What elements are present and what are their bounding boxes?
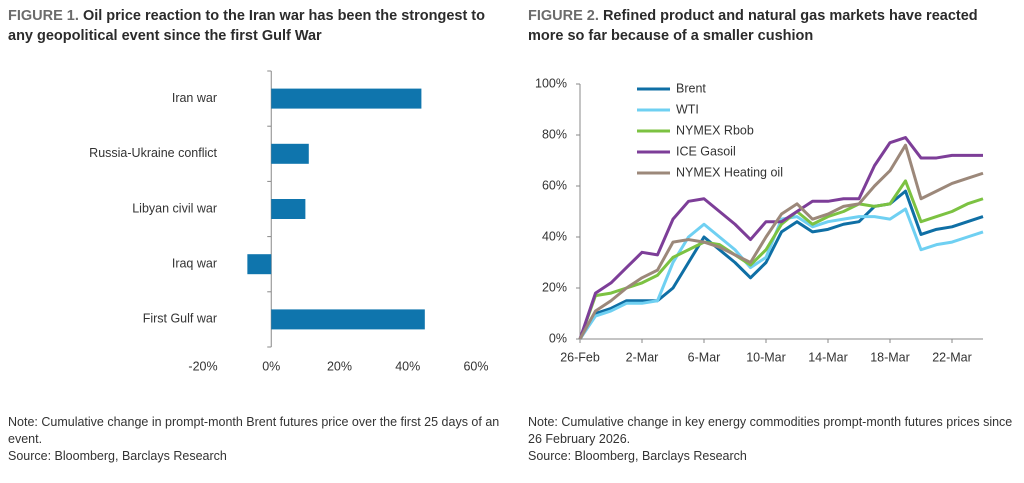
x-tick-label: 40% (395, 359, 420, 373)
legend-label: Brent (676, 81, 706, 95)
title-block: FIGURE 1. Oil price reaction to the Iran… (8, 6, 508, 46)
bar (247, 254, 272, 275)
y-tick-label: 20% (542, 280, 567, 294)
bar (271, 309, 425, 330)
figure-label: FIGURE 2. (528, 8, 599, 24)
source: Source: Bloomberg, Barclays Research (8, 449, 227, 463)
x-tick-label: 22-Mar (932, 350, 972, 364)
note: Note: Cumulative change in key energy co… (528, 415, 1013, 446)
line-series (578, 143, 984, 340)
y-tick-label: Iraq war (172, 256, 217, 270)
line-series (578, 189, 984, 340)
x-tick-label: 18-Mar (870, 350, 910, 364)
line-series (578, 207, 984, 340)
note-block: Note: Cumulative change in prompt-month … (8, 414, 508, 465)
bar (271, 143, 309, 164)
bar (271, 88, 422, 109)
y-tick-label: Libyan civil war (132, 201, 217, 215)
y-tick-label: 40% (542, 229, 567, 243)
y-tick-label: 0% (549, 331, 567, 345)
x-tick-label: 6-Mar (688, 350, 721, 364)
x-tick-label: 20% (327, 359, 352, 373)
note: Note: Cumulative change in prompt-month … (8, 415, 500, 446)
x-tick-label: 2-Mar (626, 350, 659, 364)
x-tick-label: 26-Feb (560, 350, 600, 364)
source: Source: Bloomberg, Barclays Research (528, 449, 747, 463)
legend-label: WTI (676, 102, 699, 116)
x-tick-label: 0% (262, 359, 280, 373)
y-tick-label: 100% (535, 76, 567, 90)
chart-title: Refined product and natural gas markets … (528, 8, 978, 44)
x-tick-label: -20% (188, 359, 217, 373)
figure-label: FIGURE 1. (8, 8, 79, 24)
chart-title: Oil price reaction to the Iran war has b… (8, 8, 485, 44)
y-tick-label: 80% (542, 127, 567, 141)
legend-label: NYMEX Rbob (676, 123, 754, 137)
line-series (578, 179, 984, 340)
x-tick-label: 14-Mar (808, 350, 848, 364)
y-tick-label: 60% (542, 178, 567, 192)
title-block: FIGURE 2. Refined product and natural ga… (528, 6, 1008, 46)
line-series (578, 136, 983, 340)
x-tick-label: 10-Mar (746, 350, 786, 364)
bar (271, 199, 306, 219)
legend-label: NYMEX Heating oil (676, 165, 783, 179)
y-tick-label: First Gulf war (143, 312, 217, 326)
y-tick-label: Russia-Ukraine conflict (89, 146, 217, 160)
legend-label: ICE Gasoil (676, 144, 736, 158)
x-tick-label: 60% (463, 359, 488, 373)
y-tick-label: Iran war (172, 91, 217, 105)
note-block: Note: Cumulative change in key energy co… (528, 414, 1013, 465)
